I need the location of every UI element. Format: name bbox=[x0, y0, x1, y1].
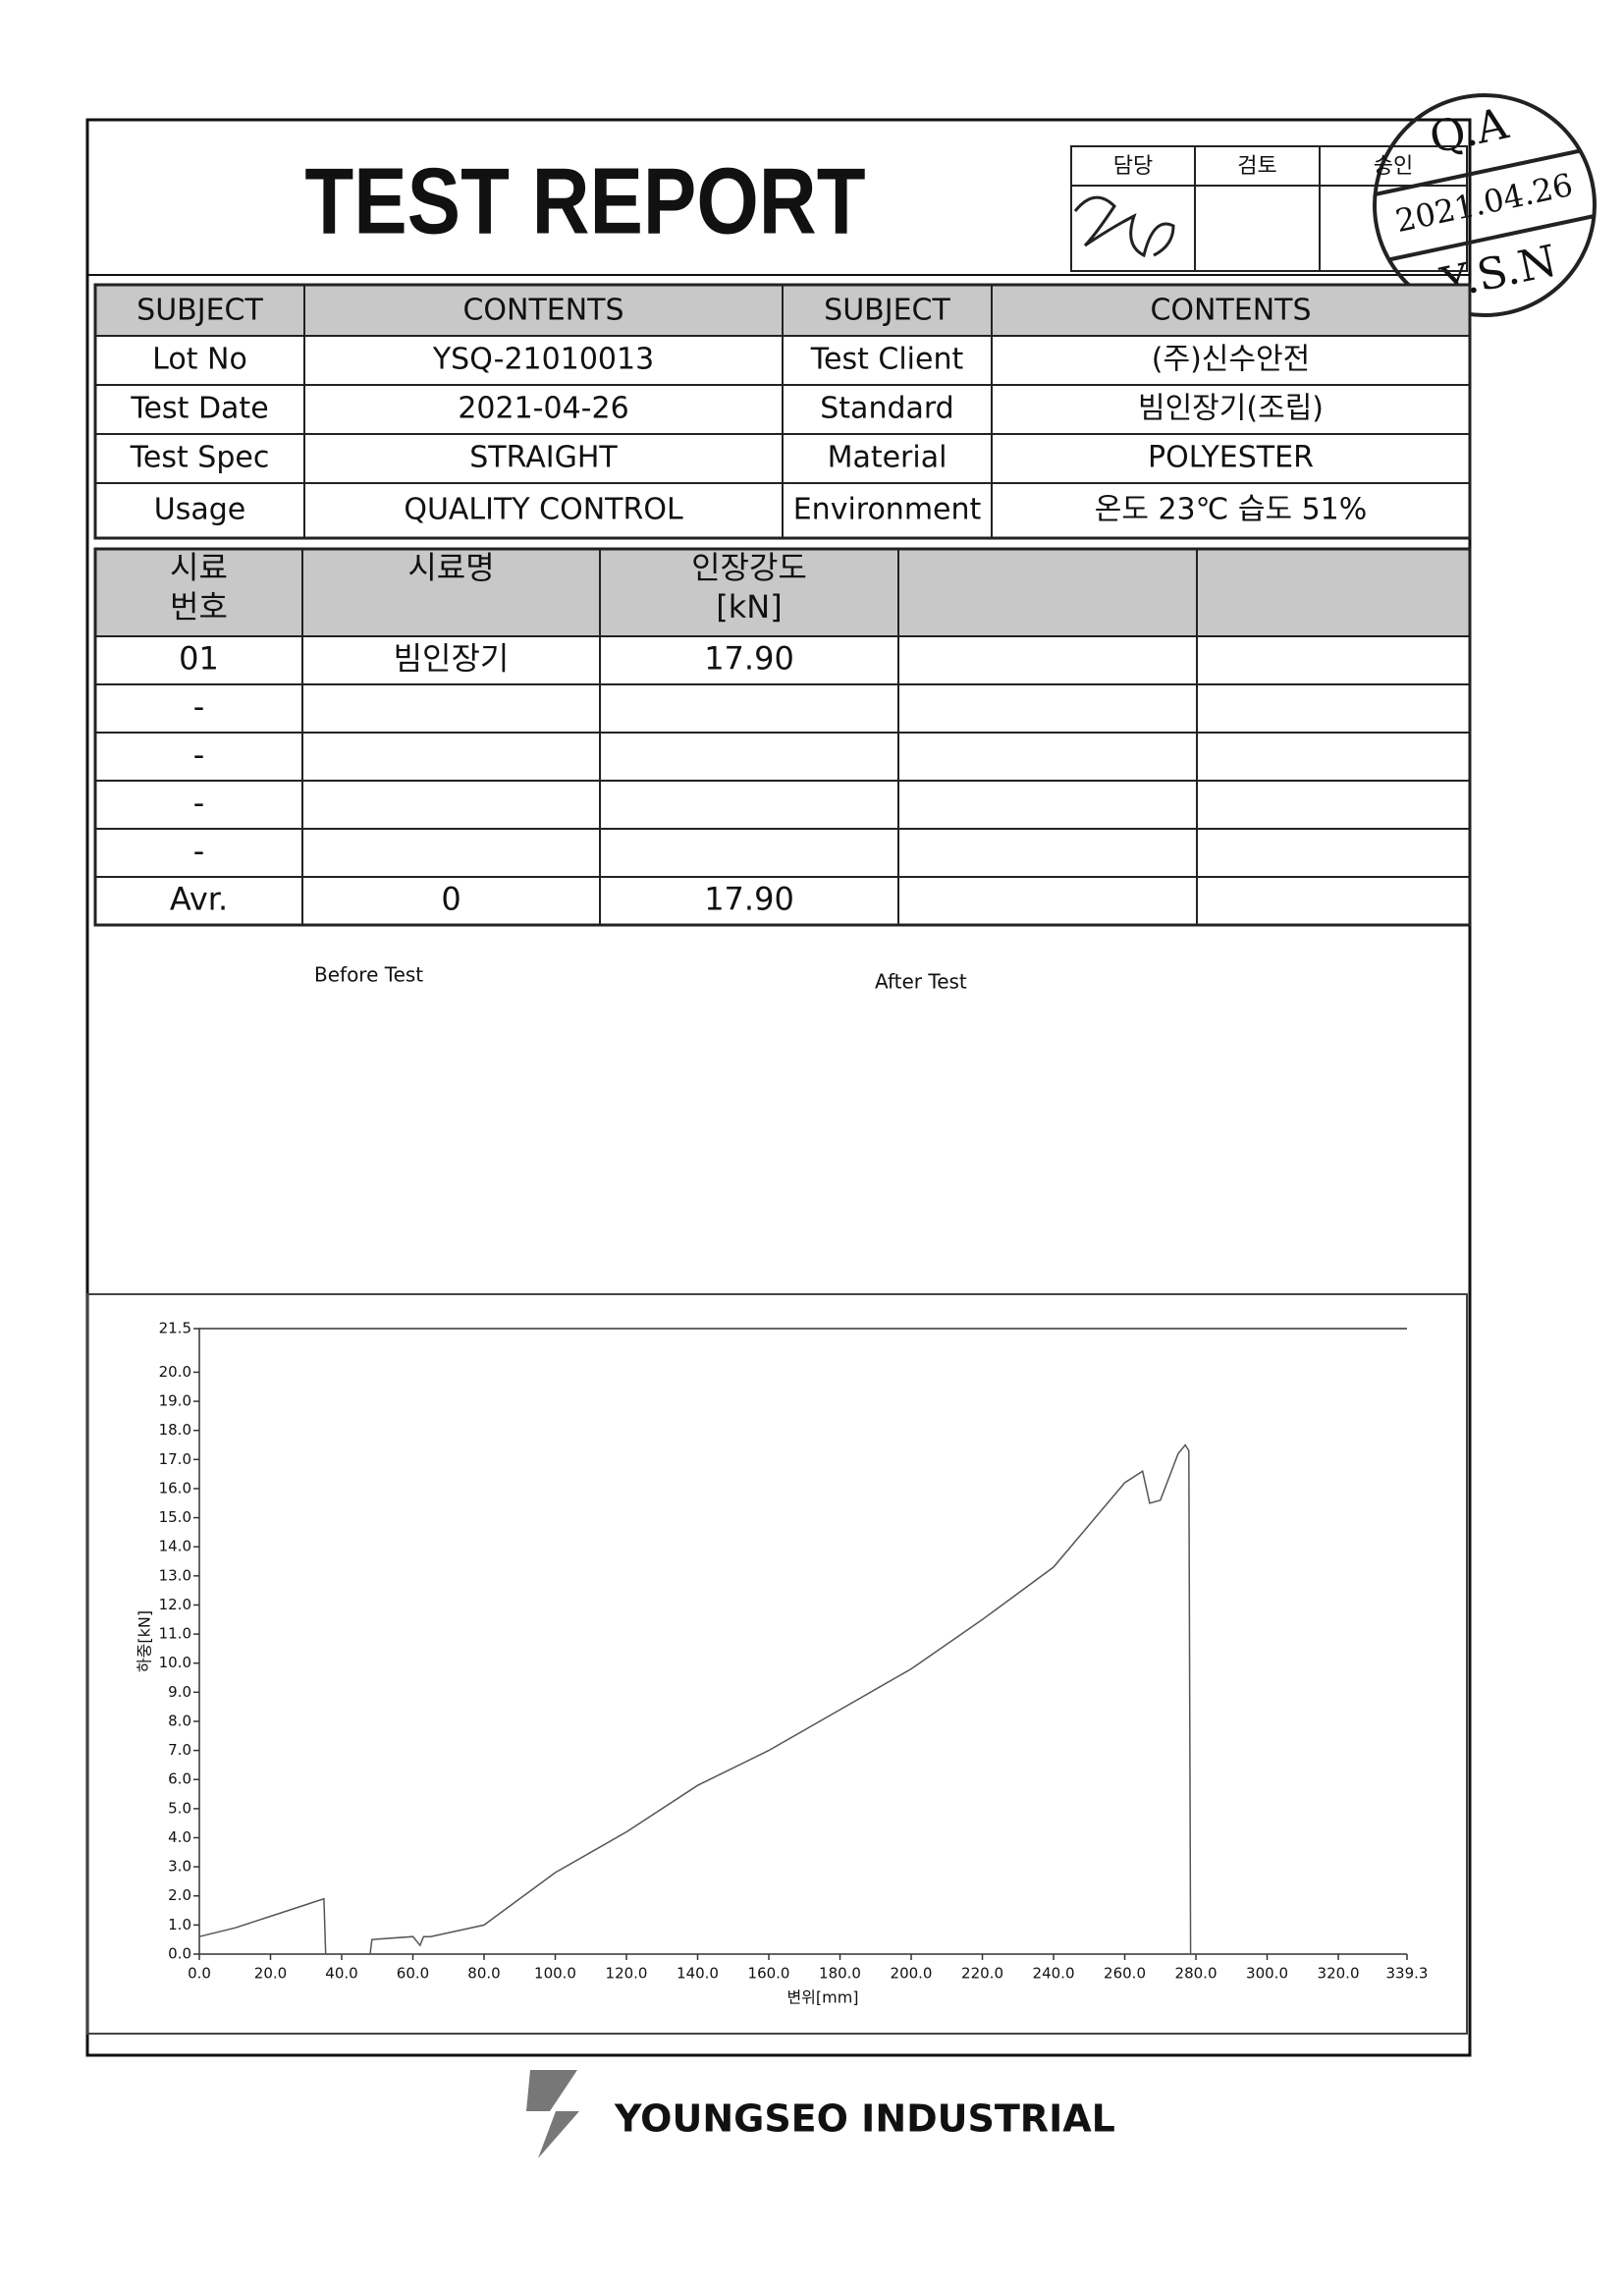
y-tick-label: 1.0 bbox=[168, 1916, 191, 1933]
company-name: YOUNGSEO INDUSTRIAL bbox=[614, 2097, 1115, 2141]
sample-cell: - bbox=[193, 833, 205, 870]
y-tick-label: 16.0 bbox=[159, 1479, 191, 1497]
info-cell: Test Client bbox=[810, 343, 964, 377]
y-tick-label: 4.0 bbox=[168, 1828, 191, 1846]
x-tick-label: 180.0 bbox=[819, 1965, 861, 1983]
y-tick-label: 5.0 bbox=[168, 1799, 191, 1817]
logo bbox=[526, 2070, 579, 2158]
sample-header: 시료명 bbox=[407, 549, 494, 586]
photo-label: After Test bbox=[875, 970, 967, 994]
info-cell: Test Spec bbox=[130, 441, 270, 475]
info-cell: Usage bbox=[154, 493, 245, 527]
sample-cell: 17.90 bbox=[704, 881, 794, 918]
sample-header: 번호 bbox=[170, 588, 228, 626]
y-tick-label: 15.0 bbox=[159, 1508, 191, 1526]
y-tick-label: 14.0 bbox=[159, 1538, 191, 1555]
x-tick-label: 220.0 bbox=[961, 1965, 1003, 1983]
sample-cell: 17.90 bbox=[704, 640, 794, 678]
y-tick-label: 20.0 bbox=[159, 1363, 191, 1381]
y-tick-label: 11.0 bbox=[159, 1625, 191, 1643]
x-tick-label: 240.0 bbox=[1033, 1965, 1075, 1983]
x-tick-label: 320.0 bbox=[1318, 1965, 1360, 1983]
x-tick-label: 100.0 bbox=[534, 1965, 576, 1983]
data-line bbox=[198, 1443, 1207, 1955]
info-header: SUBJECT bbox=[824, 294, 950, 328]
info-cell: Material bbox=[828, 441, 947, 475]
y-axis-label: 하중[kN] bbox=[135, 1610, 154, 1672]
sample-header: 시료 bbox=[170, 549, 228, 586]
x-tick-label: 80.0 bbox=[467, 1965, 500, 1983]
approval-box bbox=[1070, 145, 1468, 272]
y-tick-label: 3.0 bbox=[168, 1858, 191, 1876]
sample-header: 인장강도 bbox=[691, 549, 807, 586]
sample-cell: - bbox=[193, 736, 205, 774]
x-tick-label: 260.0 bbox=[1104, 1965, 1146, 1983]
sample-cell: - bbox=[193, 785, 205, 822]
info-header: CONTENTS bbox=[1150, 294, 1311, 328]
sample-cell: - bbox=[193, 688, 205, 726]
info-cell: POLYESTER bbox=[1148, 441, 1314, 475]
sample-header: [kN] bbox=[716, 588, 782, 626]
info-cell: 온도 23℃ 습도 51% bbox=[1095, 493, 1368, 527]
x-tick-label: 120.0 bbox=[606, 1965, 648, 1983]
signature bbox=[1073, 195, 1175, 258]
y-tick-label: 18.0 bbox=[159, 1421, 191, 1439]
x-tick-label: 60.0 bbox=[397, 1965, 429, 1983]
sample-table-border bbox=[93, 547, 1472, 927]
sample-cell: Avr. bbox=[170, 881, 228, 918]
y-tick-label: 0.0 bbox=[168, 1945, 191, 1963]
approval-label: 검토 bbox=[1237, 154, 1276, 179]
info-cell: (주)신수안전 bbox=[1152, 343, 1310, 377]
y-tick-label: 13.0 bbox=[159, 1566, 191, 1584]
info-cell: STRAIGHT bbox=[469, 441, 618, 475]
info-cell: 빔인장기(조립) bbox=[1138, 392, 1324, 426]
x-tick-label: 40.0 bbox=[325, 1965, 357, 1983]
info-header: CONTENTS bbox=[462, 294, 623, 328]
y-tick-label: 19.0 bbox=[159, 1392, 191, 1410]
y-tick-label: 10.0 bbox=[159, 1654, 191, 1671]
stamp-date: 2021.04.26 bbox=[1392, 166, 1576, 240]
info-cell: Test Date bbox=[130, 392, 268, 426]
info-cell: 2021-04-26 bbox=[458, 392, 628, 426]
y-tick-label: 8.0 bbox=[168, 1712, 191, 1729]
info-cell: Standard bbox=[820, 392, 953, 426]
y-tick-label: 21.5 bbox=[159, 1320, 191, 1337]
x-tick-label: 0.0 bbox=[188, 1965, 211, 1983]
x-tick-label: 160.0 bbox=[748, 1965, 790, 1983]
info-cell: Lot No bbox=[152, 343, 247, 377]
info-cell: YSQ-21010013 bbox=[432, 343, 654, 377]
x-axis-label: 변위[mm] bbox=[786, 1988, 858, 2007]
page-border bbox=[85, 118, 1472, 2057]
x-tick-label: 280.0 bbox=[1175, 1965, 1218, 1983]
info-cell: Environment bbox=[793, 493, 982, 527]
info-header: SUBJECT bbox=[136, 294, 263, 328]
approval-label: 승인 bbox=[1374, 154, 1413, 179]
y-tick-label: 7.0 bbox=[168, 1741, 191, 1759]
sample-header-bg bbox=[95, 549, 1470, 636]
stamp-line bbox=[1387, 214, 1596, 262]
y-tick-label: 17.0 bbox=[159, 1450, 191, 1468]
y-tick-label: 12.0 bbox=[159, 1596, 191, 1613]
x-tick-label: 300.0 bbox=[1246, 1965, 1288, 1983]
sample-cell: 0 bbox=[441, 881, 460, 918]
chart-frame bbox=[86, 1293, 1468, 2035]
x-tick-label: 140.0 bbox=[677, 1965, 719, 1983]
info-cell: QUALITY CONTROL bbox=[404, 493, 683, 527]
stamp-top: Q.A bbox=[1426, 98, 1514, 164]
y-tick-label: 6.0 bbox=[168, 1770, 191, 1788]
y-tick-label: 2.0 bbox=[168, 1886, 191, 1904]
y-tick-label: 9.0 bbox=[168, 1683, 191, 1701]
x-tick-label: 339.3 bbox=[1386, 1965, 1429, 1983]
photo-label: Before Test bbox=[314, 963, 423, 987]
x-tick-label: 200.0 bbox=[891, 1965, 933, 1983]
x-tick-label: 20.0 bbox=[254, 1965, 287, 1983]
stamp-line bbox=[1374, 148, 1582, 196]
sample-cell: 빔인장기 bbox=[394, 640, 510, 678]
approval-label: 담당 bbox=[1113, 154, 1153, 179]
report-title: TEST REPORT bbox=[304, 147, 865, 253]
sample-cell: 01 bbox=[179, 640, 219, 678]
stamp-ring bbox=[1373, 93, 1597, 317]
